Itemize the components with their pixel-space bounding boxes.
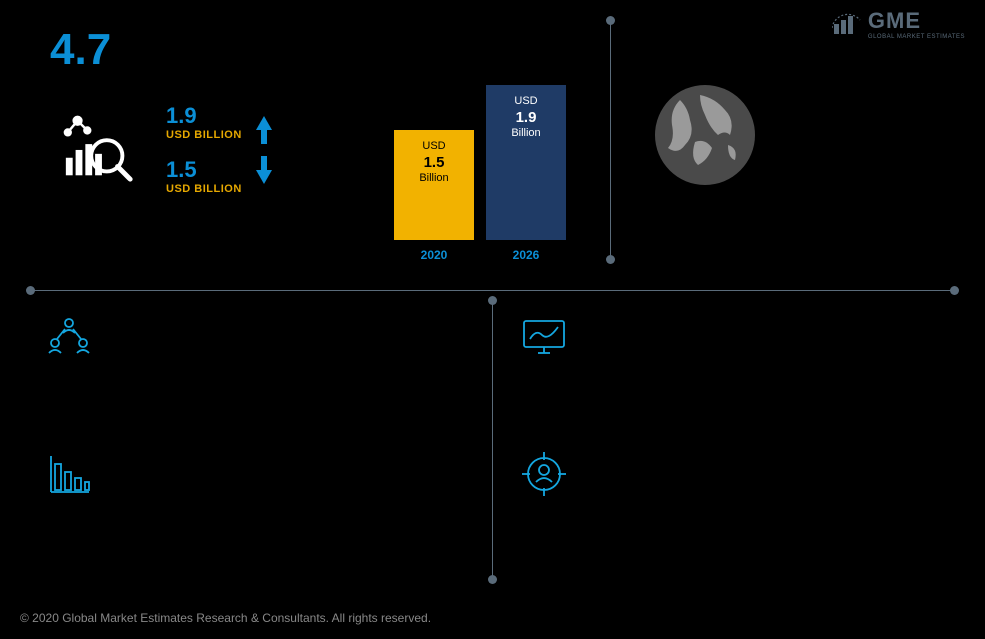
analytics-icon [60, 109, 138, 192]
copyright-text: © 2020 Global Market Estimates Research … [20, 611, 431, 625]
arrow-down-icon [256, 170, 272, 184]
bar-label: 2026 [486, 248, 566, 262]
bar-chart-icon [45, 450, 93, 503]
globe-icon [650, 80, 760, 195]
high-value: 1.9 [166, 105, 242, 127]
target-user-icon [520, 450, 568, 503]
market-bar-chart: USD1.5BillionUSD1.9Billion 2020 2026 [370, 80, 590, 260]
people-network-icon [45, 315, 93, 368]
metrics-block: 1.9 USD BILLION 1.5 USD BILLION [60, 105, 272, 195]
horizontal-divider [30, 290, 955, 291]
logo-text: GME [868, 8, 921, 34]
logo-icon [832, 10, 862, 38]
low-value: 1.5 [166, 159, 242, 181]
bottom-vertical-divider [492, 300, 493, 580]
bar-2026: USD1.9Billion [486, 85, 566, 240]
high-metric: 1.9 USD BILLION [166, 105, 272, 141]
brand-logo: GME GLOBAL MARKET ESTIMATES [832, 8, 965, 40]
high-unit: USD BILLION [166, 129, 242, 141]
top-vertical-divider [610, 20, 611, 260]
value-column: 1.9 USD BILLION 1.5 USD BILLION [166, 105, 272, 195]
low-metric: 1.5 USD BILLION [166, 159, 272, 195]
arrow-up-icon [256, 116, 272, 130]
logo-subtext: GLOBAL MARKET ESTIMATES [868, 34, 965, 40]
monitor-trend-icon [520, 315, 568, 368]
bar-2020: USD1.5Billion [394, 130, 474, 240]
cagr-block: 4.7 [50, 25, 111, 75]
cagr-value: 4.7 [50, 25, 111, 75]
bar-label: 2020 [394, 248, 474, 262]
low-unit: USD BILLION [166, 183, 242, 195]
